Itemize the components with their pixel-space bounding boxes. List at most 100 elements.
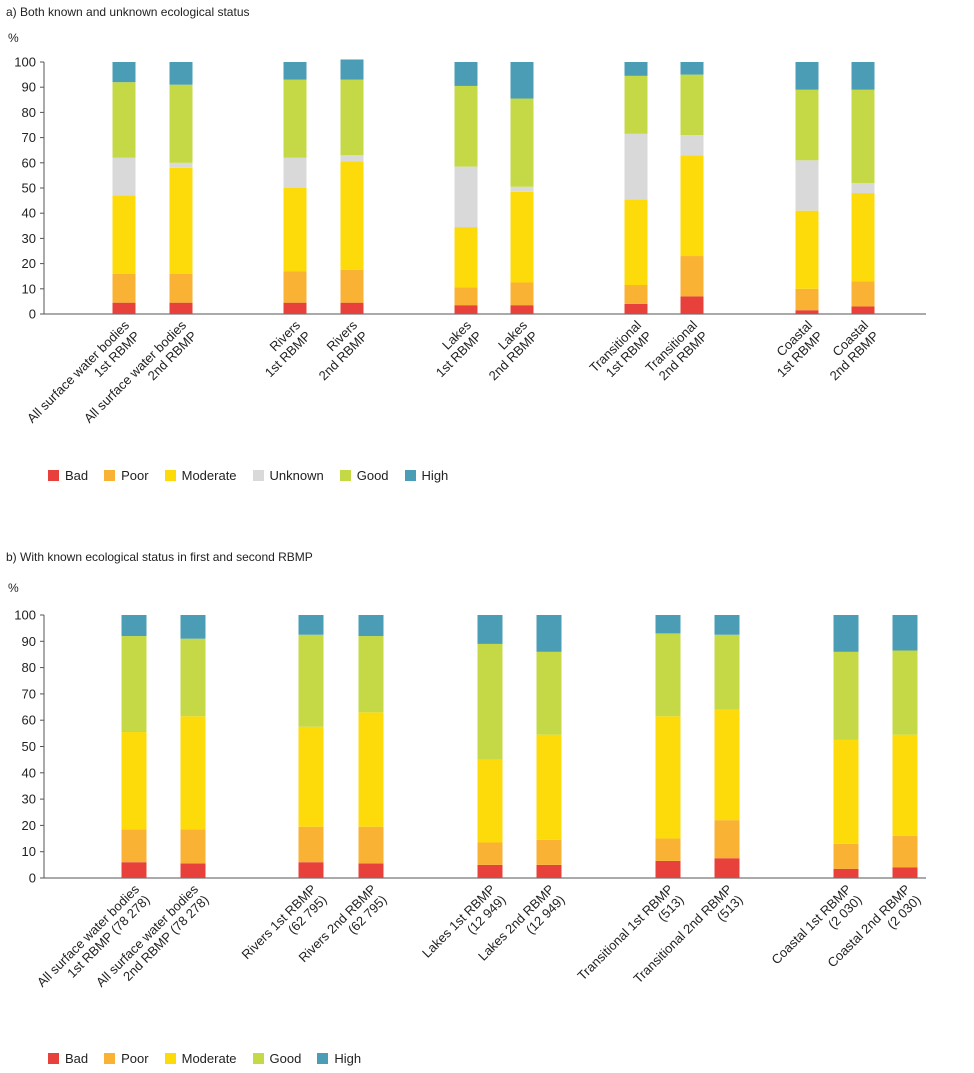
bar-segment-good — [851, 89, 875, 183]
bar-segment-moderate — [340, 161, 364, 270]
legend-item-good: Good — [252, 1051, 302, 1066]
legend-label: Bad — [65, 1051, 89, 1066]
bar-segment-moderate — [892, 734, 918, 836]
bar-segment-poor — [477, 842, 503, 865]
bar-segment-poor — [892, 835, 918, 868]
y-tick-label: 90 — [22, 80, 36, 95]
bar-segment-good — [536, 651, 562, 735]
bar-segment-poor — [283, 271, 307, 303]
x-category-label: Lakes2nd RBMP — [475, 317, 541, 383]
bar-segment-good — [510, 98, 534, 187]
y-tick-label: 90 — [22, 634, 36, 649]
bar-segment-moderate — [851, 193, 875, 282]
legend-swatch — [339, 470, 351, 481]
bar-segment-bad — [358, 863, 384, 878]
bar-segment-unknown — [340, 155, 364, 162]
bar-segment-bad — [340, 302, 364, 314]
bar-segment-moderate — [169, 167, 193, 274]
bar-segment-poor — [714, 820, 740, 859]
bar-stack — [795, 62, 819, 314]
legend-label: Bad — [65, 468, 89, 483]
bar-segment-unknown — [454, 166, 478, 228]
legend-swatch — [48, 470, 59, 481]
legend-item-poor: Poor — [104, 468, 149, 483]
bar-segment-bad — [454, 305, 478, 314]
bar-stack — [340, 59, 364, 314]
bar-segment-moderate — [795, 210, 819, 289]
bar-stack — [655, 615, 681, 878]
legend-item-moderate: Moderate — [164, 1051, 237, 1066]
y-tick-label: 30 — [22, 792, 36, 807]
bar-segment-moderate — [680, 155, 704, 257]
bar-segment-high — [510, 62, 534, 99]
y-tick-label: 80 — [22, 660, 36, 675]
bar-segment-good — [714, 634, 740, 710]
chart-a-title: a) Both known and unknown ecological sta… — [6, 5, 250, 19]
bar-stack — [169, 62, 193, 314]
bar-segment-moderate — [510, 191, 534, 283]
y-tick-label: 60 — [22, 713, 36, 728]
x-category-label: Lakes1st RBMP — [422, 317, 485, 380]
legend-item-moderate: Moderate — [164, 468, 237, 483]
x-category-label-line: All surface water bodies — [24, 317, 133, 426]
bar-segment-good — [121, 636, 147, 733]
bar-stack — [851, 62, 875, 314]
bar-segment-high — [795, 62, 819, 90]
bar-stack — [283, 62, 307, 314]
bar-segment-good — [340, 79, 364, 156]
y-tick-label: 40 — [22, 206, 36, 221]
x-category-label: Coastal2nd RBMP — [816, 317, 882, 383]
bar-segment-poor — [180, 829, 206, 864]
bar-segment-high — [180, 615, 206, 639]
legend-label: High — [421, 468, 449, 483]
bar-segment-high — [680, 62, 704, 75]
bar-segment-bad — [795, 310, 819, 314]
bar-segment-bad — [536, 864, 562, 878]
bar-segment-bad — [510, 305, 534, 314]
bar-segment-poor — [833, 843, 859, 869]
bar-segment-poor — [851, 281, 875, 307]
bar-segment-unknown — [680, 135, 704, 156]
bar-segment-moderate — [536, 734, 562, 840]
bar-stack — [298, 615, 324, 878]
bar-segment-poor — [298, 826, 324, 863]
legend-label: Good — [269, 1051, 302, 1066]
y-tick-label: 100 — [14, 55, 36, 70]
legend-item-bad: Bad — [48, 468, 88, 483]
legend-item-high: High — [404, 468, 449, 483]
bar-segment-high — [169, 62, 193, 85]
y-tick-label: 70 — [22, 130, 36, 145]
legend-item-unknown: Unknown — [252, 468, 324, 483]
legend-swatch — [164, 1053, 176, 1064]
bar-segment-moderate — [298, 726, 324, 827]
bar-segment-good — [283, 79, 307, 158]
bar-segment-moderate — [121, 732, 147, 830]
legend-label: Moderate — [181, 468, 237, 483]
bar-segment-moderate — [358, 712, 384, 827]
bar-segment-poor — [112, 273, 136, 303]
x-category-label: Transitional2nd RBMP — [642, 317, 710, 385]
bar-segment-bad — [180, 863, 206, 878]
bar-segment-bad — [298, 862, 324, 878]
bar-segment-unknown — [112, 157, 136, 196]
y-tick-label: 60 — [22, 155, 36, 170]
y-tick-label: 20 — [22, 818, 36, 833]
bar-stack — [112, 62, 136, 314]
bar-stack — [892, 615, 918, 878]
legend-label: High — [334, 1051, 362, 1066]
bar-segment-poor — [680, 256, 704, 297]
y-tick-label: 10 — [22, 281, 36, 296]
bar-segment-moderate — [655, 716, 681, 839]
bar-segment-poor — [655, 838, 681, 861]
x-category-label: Coastal 1st RBMP(2 030) — [768, 882, 864, 978]
y-tick-label: 40 — [22, 765, 36, 780]
bar-segment-high — [624, 62, 648, 76]
chart-b-title: b) With known ecological status in first… — [6, 550, 313, 564]
bar-segment-good — [169, 84, 193, 163]
y-tick-label: 0 — [29, 871, 36, 886]
legend-label: Moderate — [181, 1051, 237, 1066]
legend-swatch — [48, 1053, 59, 1064]
bar-stack — [121, 615, 147, 878]
bar-segment-moderate — [624, 199, 648, 286]
bar-segment-bad — [714, 858, 740, 878]
